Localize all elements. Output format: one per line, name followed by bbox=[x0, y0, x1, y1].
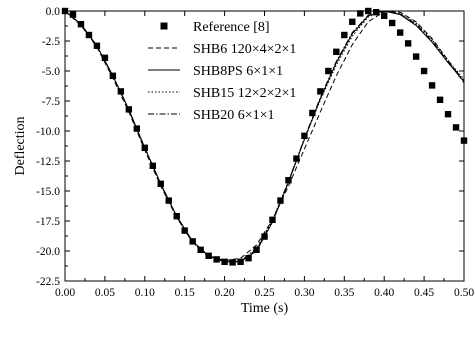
reference-point bbox=[333, 48, 340, 55]
x-tick-label: 0.10 bbox=[135, 287, 155, 299]
reference-point bbox=[444, 111, 452, 118]
x-axis-title: Time (s) bbox=[241, 301, 289, 316]
reference-point bbox=[396, 29, 404, 36]
reference-point bbox=[213, 256, 220, 263]
x-tick-label: 0.25 bbox=[254, 287, 274, 299]
y-tick-label: 0.0 bbox=[46, 6, 61, 18]
reference-point bbox=[365, 7, 372, 15]
reference-point bbox=[285, 177, 292, 184]
reference-point bbox=[261, 233, 268, 240]
reference-point bbox=[181, 227, 188, 234]
y-tick-label: -12.5 bbox=[36, 156, 60, 168]
x-tick-label: 0.50 bbox=[454, 287, 474, 299]
reference-point bbox=[349, 18, 356, 25]
legend-shb20-label: SHB20 6×1×1 bbox=[193, 108, 275, 123]
legend-reference-label: Reference [8] bbox=[193, 20, 270, 35]
reference-point bbox=[317, 88, 324, 95]
y-tick-label: -2.5 bbox=[42, 36, 60, 48]
reference-point bbox=[165, 197, 172, 204]
reference-point bbox=[309, 109, 316, 117]
x-tick-label: 0.05 bbox=[95, 287, 115, 299]
reference-point bbox=[341, 31, 348, 39]
legend-reference-marker bbox=[160, 22, 168, 30]
reference-point bbox=[189, 238, 196, 245]
reference-point bbox=[93, 42, 101, 49]
reference-markers bbox=[61, 7, 468, 266]
reference-point bbox=[388, 19, 396, 27]
legend-shb6-label: SHB6 120×4×2×1 bbox=[193, 42, 296, 57]
reference-point bbox=[460, 137, 468, 144]
reference-point bbox=[69, 11, 77, 18]
reference-point bbox=[237, 258, 244, 265]
y-tick-label: -5.0 bbox=[42, 66, 60, 78]
y-tick-label: -10.0 bbox=[36, 126, 60, 138]
reference-point bbox=[101, 54, 109, 61]
reference-point bbox=[157, 180, 164, 187]
reference-point bbox=[357, 10, 364, 17]
x-tick-label: 0.45 bbox=[414, 287, 434, 299]
x-tick-label: 0.40 bbox=[374, 287, 394, 299]
y-tick-label: -17.5 bbox=[36, 216, 60, 228]
x-tick-label: 0.00 bbox=[55, 287, 75, 299]
reference-point bbox=[277, 197, 284, 204]
reference-point bbox=[133, 125, 141, 132]
y-tick-label: -7.5 bbox=[42, 96, 60, 108]
reference-point bbox=[404, 40, 412, 47]
legend-shb8ps-label: SHB8PS 6×1×1 bbox=[193, 64, 283, 79]
legend-shb15-label: SHB15 12×2×2×1 bbox=[193, 86, 296, 101]
reference-point bbox=[412, 53, 420, 60]
y-tick-labels: 0.0 -2.5 -5.0 -7.5 -10.0 -12.5 -15.0 -17.5 -20.0… bbox=[36, 6, 60, 288]
plot-area bbox=[61, 7, 468, 282]
reference-point bbox=[117, 88, 125, 95]
reference-point bbox=[253, 246, 260, 253]
reference-point bbox=[229, 259, 236, 266]
reference-point bbox=[293, 155, 300, 162]
series-line-shb6-120-4-2-1 bbox=[64, 10, 465, 262]
x-tick-label: 0.35 bbox=[334, 287, 354, 299]
y-tick-label: -20.0 bbox=[36, 246, 60, 258]
reference-point bbox=[77, 21, 85, 28]
reference-point bbox=[428, 82, 436, 89]
reference-point bbox=[173, 213, 180, 220]
reference-point bbox=[436, 96, 444, 103]
legend: Reference [8] SHB6 120×4×2×1 SHB8PS 6×1×… bbox=[148, 20, 296, 123]
reference-point bbox=[301, 132, 308, 139]
reference-point bbox=[452, 124, 460, 131]
y-tick-label: -22.5 bbox=[36, 276, 60, 288]
reference-point bbox=[85, 31, 93, 39]
reference-point bbox=[221, 258, 228, 265]
axis-ticks bbox=[64, 10, 465, 282]
x-tick-labels: 0.00 0.05 0.10 0.15 0.20 0.25 0.30 0.35 0.40 0.45… bbox=[55, 287, 474, 299]
x-tick-label: 0.30 bbox=[294, 287, 314, 299]
reference-point bbox=[269, 216, 276, 223]
reference-point bbox=[141, 144, 148, 151]
y-tick-label: -15.0 bbox=[36, 186, 60, 198]
reference-point bbox=[245, 255, 252, 262]
reference-point bbox=[325, 67, 332, 75]
reference-point bbox=[420, 67, 428, 75]
reference-point bbox=[149, 162, 156, 169]
reference-point bbox=[373, 9, 380, 16]
reference-point bbox=[197, 246, 204, 253]
reference-point bbox=[205, 252, 212, 259]
x-tick-label: 0.20 bbox=[215, 287, 235, 299]
y-axis-title: Deflection bbox=[13, 116, 28, 175]
x-tick-label: 0.15 bbox=[175, 287, 195, 299]
reference-point bbox=[109, 72, 117, 79]
reference-point bbox=[125, 106, 133, 113]
